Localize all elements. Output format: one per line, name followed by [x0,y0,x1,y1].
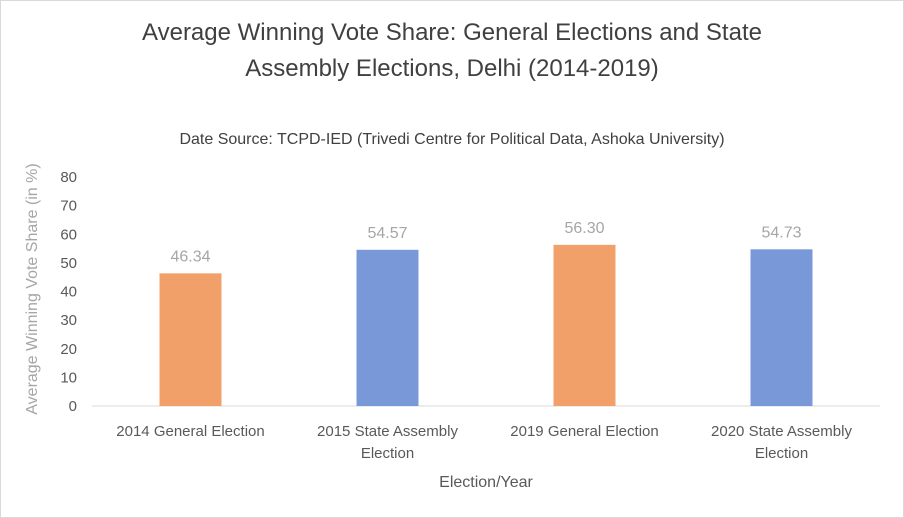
bar [159,273,222,406]
x-axis-title: Election/Year [439,474,533,491]
chart-title-line-2: Assembly Elections, Delhi (2014-2019) [245,55,659,82]
x-tick-label: 2015 State Assembly [317,423,458,440]
y-tick-label: 70 [60,198,77,215]
y-tick-label: 10 [60,369,77,386]
bar [553,244,616,406]
chart-subtitle: Date Source: TCPD-IED (Trivedi Centre fo… [179,131,725,148]
bar [750,249,813,406]
x-tick-label: 2019 General Election [510,423,658,440]
chart-title-line-1: Average Winning Vote Share: General Elec… [142,19,762,46]
data-label: 54.73 [761,224,801,241]
x-tick-label: 2020 State Assembly [711,423,852,440]
y-tick-label: 50 [60,255,77,272]
data-label: 46.34 [170,248,210,265]
data-label: 56.30 [564,220,604,237]
y-tick-label: 40 [60,284,77,301]
y-tick-label: 20 [60,341,77,358]
y-axis-title: Average Winning Vote Share (in %) [24,163,41,414]
data-label: 54.57 [367,225,407,242]
y-tick-label: 30 [60,312,77,329]
x-tick-label: Election [361,445,414,462]
bar [356,249,419,406]
x-tick-label: Election [755,445,808,462]
y-tick-label: 80 [60,169,77,186]
y-tick-label: 0 [69,398,77,415]
y-tick-label: 60 [60,226,77,243]
x-tick-label: 2014 General Election [116,423,264,440]
